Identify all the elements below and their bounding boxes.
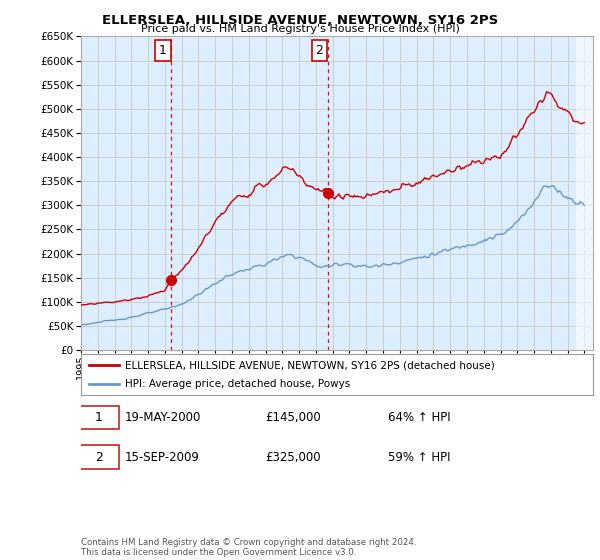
FancyBboxPatch shape [79, 445, 119, 469]
Bar [171, 36, 328, 350]
Text: £145,000: £145,000 [265, 411, 321, 424]
Text: 1: 1 [159, 44, 167, 57]
Text: ELLERSLEA, HILLSIDE AVENUE, NEWTOWN, SY16 2PS: ELLERSLEA, HILLSIDE AVENUE, NEWTOWN, SY1… [102, 14, 498, 27]
Text: Price paid vs. HM Land Registry's House Price Index (HPI): Price paid vs. HM Land Registry's House … [140, 24, 460, 34]
Text: 2: 2 [95, 451, 103, 464]
Bar [576, 36, 593, 350]
FancyBboxPatch shape [79, 405, 119, 430]
Text: 2: 2 [316, 44, 323, 57]
Text: HPI: Average price, detached house, Powys: HPI: Average price, detached house, Powy… [125, 379, 350, 389]
Text: 64% ↑ HPI: 64% ↑ HPI [388, 411, 451, 424]
Text: Contains HM Land Registry data © Crown copyright and database right 2024.
This d: Contains HM Land Registry data © Crown c… [81, 538, 416, 557]
Text: £325,000: £325,000 [265, 451, 321, 464]
Text: 15-SEP-2009: 15-SEP-2009 [125, 451, 199, 464]
Text: 59% ↑ HPI: 59% ↑ HPI [388, 451, 451, 464]
Text: 1: 1 [95, 411, 103, 424]
Text: 19-MAY-2000: 19-MAY-2000 [125, 411, 201, 424]
Text: ELLERSLEA, HILLSIDE AVENUE, NEWTOWN, SY16 2PS (detached house): ELLERSLEA, HILLSIDE AVENUE, NEWTOWN, SY1… [125, 361, 494, 370]
